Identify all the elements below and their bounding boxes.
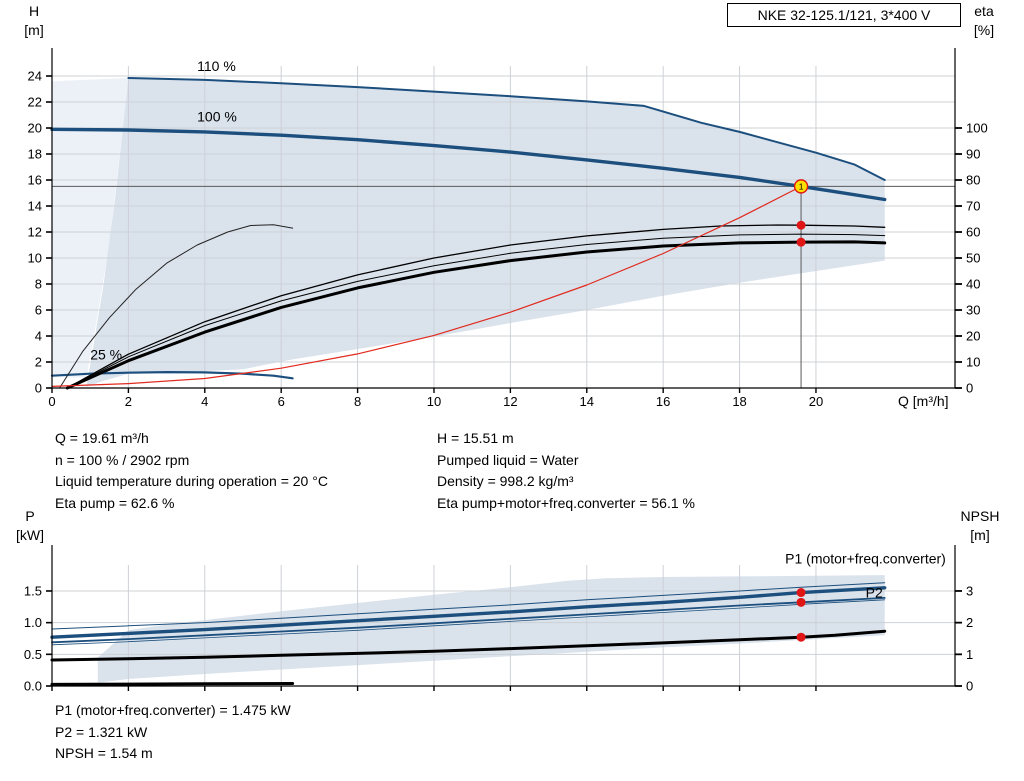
svg-text:1: 1 [966,647,973,662]
svg-text:0: 0 [35,381,42,396]
svg-text:20: 20 [966,329,980,344]
svg-text:8: 8 [35,277,42,292]
svg-text:0.0: 0.0 [24,679,42,694]
operating-data-right: H = 15.51 m Pumped liquid = Water Densit… [437,428,695,514]
info-line-p1: P1 (motor+freq.converter) = 1.475 kW [55,702,291,718]
svg-text:2: 2 [125,394,132,409]
svg-text:70: 70 [966,199,980,214]
pump-title-box: NKE 32-125.1/121, 3*400 V [727,3,961,27]
svg-text:50: 50 [966,251,980,266]
svg-text:1: 1 [799,181,804,191]
svg-text:Q [m³/h]: Q [m³/h] [898,393,949,409]
svg-text:[m]: [m] [24,22,43,38]
svg-text:90: 90 [966,147,980,162]
svg-text:4: 4 [201,394,208,409]
svg-text:3: 3 [966,583,973,598]
svg-text:0: 0 [966,381,973,396]
info-line-eta-pump: Eta pump = 62.6 % [55,494,175,511]
svg-text:NPSH: NPSH [961,508,1000,524]
info-line-p2: P2 = 1.321 kW [55,723,148,740]
svg-text:10: 10 [28,251,42,266]
svg-text:80: 80 [966,173,980,188]
power-data: P1 (motor+freq.converter) = 1.475 kW P2 … [55,700,291,765]
qh-eta-chart: 0 2 4 6 8 10 12 14 16 18 2002468101214161820222401… [24,3,994,409]
info-line-npsh: NPSH = 1.54 m [55,745,153,761]
svg-text:14: 14 [28,199,42,214]
svg-text:[%]: [%] [974,22,994,38]
info-line-eta-total: Eta pump+motor+freq.converter = 56.1 % [437,494,695,511]
svg-text:14: 14 [580,394,594,409]
svg-text:eta: eta [974,3,994,19]
svg-text:1.0: 1.0 [24,615,42,630]
svg-text:12: 12 [503,394,517,409]
info-line-h: H = 15.51 m [437,430,514,446]
svg-text:18: 18 [28,147,42,162]
svg-text:6: 6 [35,303,42,318]
svg-text:1.5: 1.5 [24,583,42,598]
info-line-n: n = 100 % / 2902 rpm [55,451,190,468]
svg-text:10: 10 [966,355,980,370]
svg-text:100 %: 100 % [197,109,237,125]
svg-text:[m]: [m] [970,527,989,543]
svg-text:2: 2 [35,355,42,370]
svg-text:100: 100 [966,121,988,136]
svg-text:20: 20 [809,394,823,409]
svg-text:[kW]: [kW] [16,527,44,543]
svg-text:30: 30 [966,303,980,318]
svg-text:16: 16 [656,394,670,409]
power-npsh-chart: 0.0 0.5 1.0 1.5 0 1 2 3 P [kW] NPSH [m] P1 (motor+fr… [16,508,1000,694]
info-line-density: Density = 998.2 kg/m³ [437,473,574,489]
svg-text:0: 0 [966,679,973,694]
svg-text:12: 12 [28,225,42,240]
svg-text:22: 22 [28,95,42,110]
info-line-liquid: Pumped liquid = Water [437,451,579,468]
svg-text:0.5: 0.5 [24,647,42,662]
svg-text:18: 18 [732,394,746,409]
operating-data-left: Q = 19.61 m³/h n = 100 % / 2902 rpm Liqu… [55,428,328,514]
svg-text:0: 0 [48,394,55,409]
svg-text:60: 60 [966,225,980,240]
svg-text:8: 8 [354,394,361,409]
svg-text:P1 (motor+freq.converter): P1 (motor+freq.converter) [785,551,946,567]
svg-text:H: H [29,3,39,19]
svg-text:6: 6 [278,394,285,409]
svg-text:25 %: 25 % [90,346,122,362]
info-line-q: Q = 19.61 m³/h [55,430,149,446]
svg-text:10: 10 [427,394,441,409]
svg-text:P2: P2 [866,584,883,600]
svg-text:20: 20 [28,121,42,136]
info-line-temp: Liquid temperature during operation = 20… [55,473,328,489]
svg-text:40: 40 [966,277,980,292]
svg-text:16: 16 [28,173,42,188]
svg-text:24: 24 [28,69,42,84]
svg-text:4: 4 [35,329,42,344]
svg-text:2: 2 [966,615,973,630]
svg-text:P: P [25,508,34,524]
svg-text:110 %: 110 % [197,58,236,74]
